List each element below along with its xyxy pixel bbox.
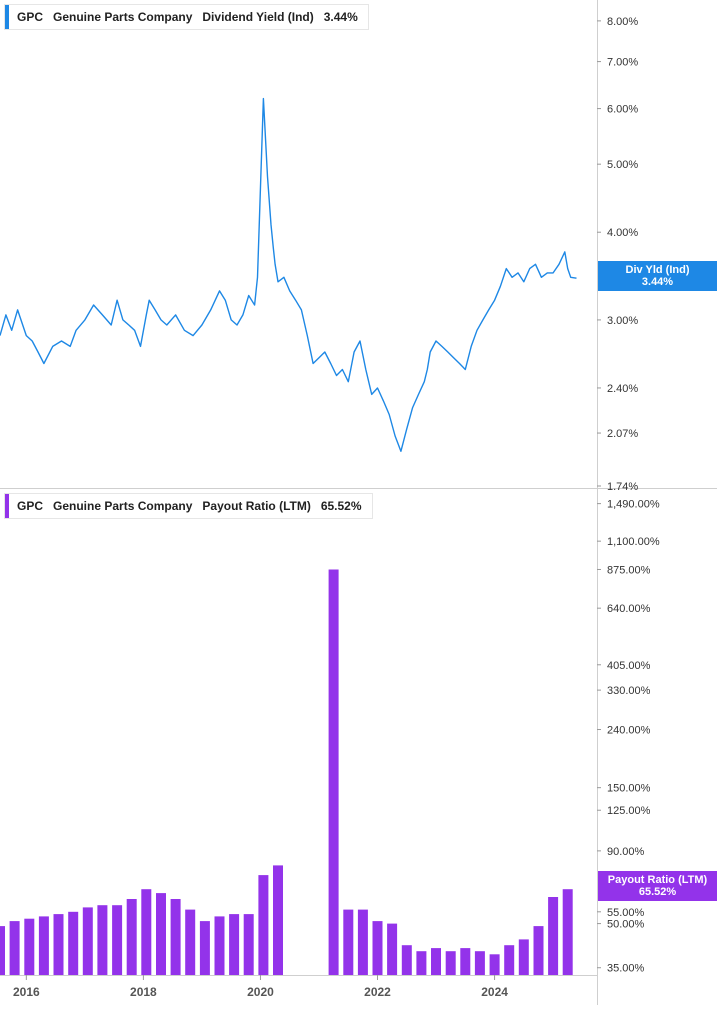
payout-ratio-bar [82,907,93,975]
payout-ratio-bar [185,909,196,975]
payout-ratio-bar [9,921,20,975]
top-legend-company: Genuine Parts Company [53,10,193,24]
payout-ratio-bar [416,951,427,975]
payout-ratio-bar [170,899,181,975]
bottom-flag-value: 65.52% [638,886,677,898]
bottom-y-tick-label: 125.00% [607,805,651,817]
payout-ratio-bar [533,926,544,975]
payout-ratio-bar [401,945,412,975]
payout-ratio-bar [0,926,5,975]
top-value-flag: Div Yld (Ind) 3.44% [598,261,717,291]
payout-ratio-bar [562,889,573,975]
payout-ratio-bar [156,893,166,975]
x-tick-label: 2020 [247,985,274,999]
bottom-y-tick-label: 405.00% [607,660,651,672]
payout-ratio-bar [504,945,515,975]
bottom-y-tick-label: 1,490.00% [607,499,660,511]
payout-ratio-bar [273,865,283,975]
dividend-yield-line [0,97,577,452]
payout-ratio-bar [474,951,485,975]
x-tick-label: 2018 [130,985,157,999]
top-y-tick-label: 5.00% [607,159,638,171]
bottom-legend-ticker: GPC [17,499,44,513]
payout-ratio-bar [258,875,269,975]
top-y-tick-label: 6.00% [607,104,638,116]
bottom-y-tick-label: 640.00% [607,603,651,615]
payout-ratio-bar [112,905,123,975]
payout-ratio-bar [126,899,137,975]
payout-ratio-bar [328,569,339,975]
x-tick-label: 2024 [481,985,508,999]
bottom-y-tick-label: 50.00% [607,919,645,931]
top-legend: GPC Genuine Parts Company Dividend Yield… [4,4,369,30]
x-tick-label: 2016 [13,985,40,999]
top-flag-label: Div Yld (Ind) [625,264,690,276]
bottom-y-tick-label: 90.00% [607,846,645,858]
top-flag-value: 3.44% [641,276,674,288]
payout-ratio-bar [97,905,108,975]
bottom-legend: GPC Genuine Parts Company Payout Ratio (… [4,493,373,519]
bottom-value-flag: Payout Ratio (LTM) 65.52% [598,871,717,901]
x-tick-label: 2022 [364,985,391,999]
top-y-tick-label: 3.00% [607,315,638,327]
bottom-flag-label: Payout Ratio (LTM) [607,874,708,886]
top-legend-value: 3.44% [323,10,358,24]
payout-ratio-bar [141,889,152,975]
payout-ratio-bar [460,948,471,975]
payout-ratio-bar [387,923,398,975]
bottom-y-tick-label: 150.00% [607,783,651,795]
top-legend-ticker: GPC [17,10,44,24]
payout-ratio-bar [518,939,529,975]
top-y-tick-label: 2.40% [607,383,638,395]
bottom-legend-metric: Payout Ratio (LTM) [202,499,311,513]
bottom-y-tick-label: 1,100.00% [607,536,660,548]
payout-ratio-bar [229,914,240,975]
top-y-tick-label: 8.00% [607,16,638,28]
payout-ratio-bar [24,918,35,975]
payout-ratio-bar [343,909,354,975]
payout-ratio-bar [489,954,500,975]
bottom-legend-swatch [5,494,9,518]
payout-ratio-bar [68,911,79,975]
payout-ratio-bar [372,921,383,975]
top-legend-metric: Dividend Yield (Ind) [202,10,314,24]
bottom-legend-value: 65.52% [320,499,362,513]
payout-ratio-bar [548,897,559,975]
payout-ratio-bar [445,951,456,975]
bottom-y-tick-label: 330.00% [607,685,651,697]
payout-ratio-bar [199,921,210,975]
top-y-tick-label: 1.74% [607,481,638,493]
top-y-tick-label: 2.07% [607,428,638,440]
payout-ratio-bar [53,914,64,975]
top-y-tick-label: 7.00% [607,57,638,69]
payout-ratio-bar [38,916,49,975]
top-legend-swatch [5,5,9,29]
top-y-tick-label: 4.00% [607,227,638,239]
payout-ratio-bar [214,916,225,975]
bottom-legend-company: Genuine Parts Company [53,499,193,513]
bottom-y-tick-label: 875.00% [607,564,651,576]
payout-ratio-bar [357,909,368,975]
bottom-y-tick-label: 35.00% [607,963,645,975]
bottom-y-tick-label: 55.00% [607,907,645,919]
payout-ratio-bar [243,914,254,975]
bottom-y-tick-label: 240.00% [607,725,651,737]
payout-ratio-bar [431,948,441,975]
